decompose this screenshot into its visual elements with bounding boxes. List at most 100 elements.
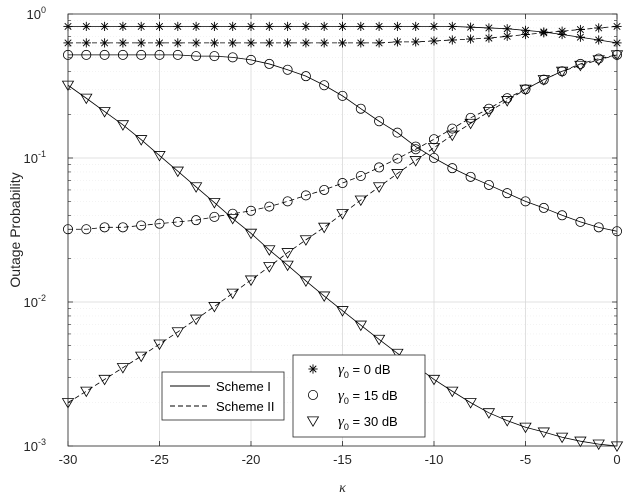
triangle-marker: [135, 135, 148, 146]
asterisk-marker: [301, 21, 311, 32]
triangle-marker: [336, 209, 349, 220]
triangle-marker: [336, 306, 349, 317]
legend-gamma-subscript: 0: [344, 396, 349, 406]
asterisk-marker: [502, 31, 512, 41]
circle-marker: [136, 220, 147, 231]
triangle-marker: [226, 213, 239, 225]
x-tick-label: -20: [242, 452, 261, 467]
circle-marker: [81, 49, 92, 60]
circle-marker: [593, 53, 604, 64]
legend-gamma-value: = 30 dB: [349, 414, 398, 429]
y-tick-label-base: 10: [24, 295, 38, 310]
asterisk-marker: [429, 21, 439, 32]
triangle-marker: [501, 416, 514, 427]
circle-marker: [410, 144, 421, 155]
legend-schemes: Scheme I Scheme II: [161, 371, 285, 421]
asterisk-marker: [100, 38, 110, 48]
triangle-marker: [80, 386, 93, 398]
asterisk-marker: [594, 23, 604, 33]
circle-marker: [392, 153, 403, 164]
triangle-marker: [537, 427, 550, 439]
circle-marker: [575, 216, 586, 227]
asterisk-marker: [429, 36, 439, 46]
triangle-marker: [574, 60, 587, 72]
triangle-marker: [354, 195, 367, 207]
x-axis-ticks: -30 -25 -20 -15 -10 -5 0: [59, 14, 621, 467]
circle-marker: [154, 218, 165, 229]
asterisk-marker: [154, 38, 165, 48]
asterisk-marker: [308, 364, 318, 374]
series-group: [61, 21, 624, 453]
triangle-marker: [464, 398, 477, 409]
circle-marker: [264, 58, 275, 69]
circle-marker: [172, 216, 183, 227]
legend-marker-label: γ0 = 30 dB: [338, 414, 398, 432]
legend-gamma-symbol: γ: [338, 414, 345, 430]
y-tick-label-base: 10: [27, 7, 41, 22]
circle-marker: [447, 163, 458, 174]
asterisk-marker: [539, 28, 549, 38]
triangle-marker: [208, 302, 221, 313]
asterisk-marker: [374, 38, 384, 48]
triangle-marker: [171, 166, 184, 178]
legend-gamma-subscript: 0: [344, 370, 349, 380]
circle-marker: [282, 196, 293, 207]
triangle-marker: [391, 169, 404, 180]
circle-marker: [538, 202, 549, 213]
circle-marker: [355, 103, 366, 114]
asterisk-marker: [411, 37, 421, 47]
x-tick-label: -10: [425, 452, 444, 467]
legend-scheme-label: Scheme I: [216, 379, 271, 394]
asterisk-marker: [356, 38, 366, 48]
triangle-marker: [574, 436, 587, 448]
triangle-marker: [482, 408, 496, 419]
circle-marker: [81, 224, 92, 235]
triangle-marker: [391, 348, 404, 360]
x-tick-label: -30: [59, 452, 78, 467]
x-tick-label: -5: [520, 452, 532, 467]
legend-gamma-value: = 15 dB: [349, 388, 398, 403]
legend-gamma-symbol: γ: [338, 388, 345, 404]
y-tick-label-exp: -1: [38, 149, 46, 159]
triangle-marker: [464, 118, 477, 130]
triangle-marker: [354, 320, 367, 332]
asterisk-marker: [209, 21, 219, 32]
triangle-marker: [116, 120, 130, 131]
triangle-marker: [153, 151, 166, 162]
asterisk-marker: [100, 21, 110, 32]
asterisk-marker: [246, 21, 256, 32]
y-tick-label: 10-2: [24, 293, 46, 310]
asterisk-marker: [228, 21, 238, 32]
circle-marker: [410, 141, 421, 152]
circle-marker: [374, 162, 385, 173]
triangle-marker: [281, 260, 294, 272]
triangle-marker: [189, 182, 203, 193]
asterisk-marker: [392, 21, 402, 32]
asterisk-marker: [356, 21, 366, 32]
triangle-marker: [409, 156, 422, 167]
circle-marker: [465, 112, 476, 123]
triangle-marker: [482, 107, 496, 118]
triangle-marker: [153, 339, 166, 351]
series-line: [67, 84, 618, 447]
triangle-marker: [501, 96, 514, 107]
asterisk-marker: [228, 38, 238, 48]
asterisk-marker: [136, 38, 146, 48]
asterisk-marker: [466, 34, 476, 44]
circle-marker: [520, 196, 531, 207]
circle-marker: [245, 54, 256, 65]
triangle-marker: [318, 291, 331, 303]
circle-marker: [264, 201, 275, 212]
x-tick-label: 0: [613, 452, 620, 467]
circle-marker: [282, 64, 293, 75]
circle-marker: [227, 52, 238, 63]
circle-marker: [117, 49, 128, 60]
triangle-marker: [281, 248, 294, 259]
circle-marker: [172, 49, 183, 60]
asterisk-marker: [575, 32, 585, 42]
asterisk-marker: [466, 22, 476, 32]
asterisk-marker: [191, 21, 201, 32]
y-tick-label-base: 10: [24, 151, 38, 166]
asterisk-marker: [283, 21, 293, 32]
